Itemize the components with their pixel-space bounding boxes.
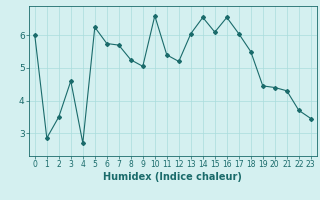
X-axis label: Humidex (Indice chaleur): Humidex (Indice chaleur) <box>103 172 242 182</box>
